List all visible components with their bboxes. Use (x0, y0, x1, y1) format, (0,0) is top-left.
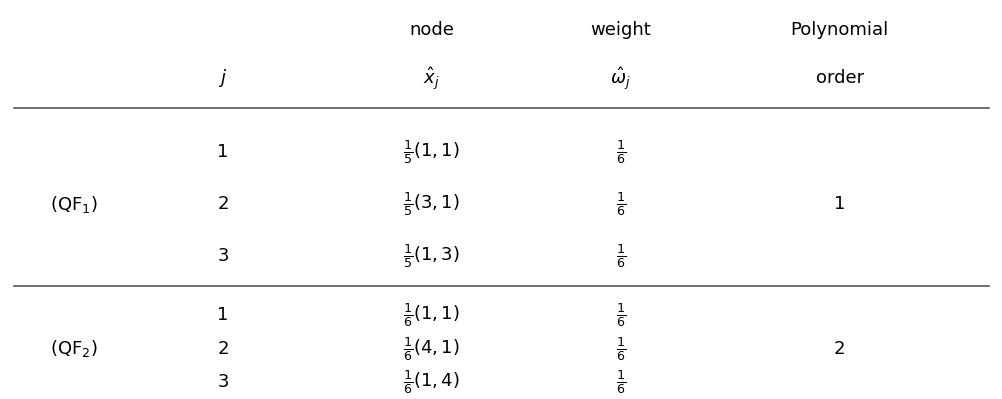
Text: $\frac{1}{6}$: $\frac{1}{6}$ (615, 302, 625, 330)
Text: 1: 1 (834, 195, 845, 213)
Text: weight: weight (590, 21, 650, 39)
Text: $\frac{1}{5}(1,3)$: $\frac{1}{5}(1,3)$ (403, 242, 460, 270)
Text: $(\mathrm{QF}_1)$: $(\mathrm{QF}_1)$ (50, 194, 97, 215)
Text: 3: 3 (217, 247, 228, 265)
Text: $\frac{1}{6}$: $\frac{1}{6}$ (615, 190, 625, 218)
Text: 1: 1 (217, 306, 228, 324)
Text: $\frac{1}{6}$: $\frac{1}{6}$ (615, 335, 625, 363)
Text: $j$: $j$ (218, 67, 227, 89)
Text: 2: 2 (217, 195, 228, 213)
Text: 2: 2 (833, 340, 845, 358)
Text: $\frac{1}{6}$: $\frac{1}{6}$ (615, 242, 625, 270)
Text: $\hat{x}_j$: $\hat{x}_j$ (423, 65, 440, 92)
Text: 2: 2 (217, 340, 228, 358)
Text: $\frac{1}{6}$: $\frac{1}{6}$ (615, 138, 625, 166)
Text: 3: 3 (217, 373, 228, 391)
Text: $\frac{1}{5}(3,1)$: $\frac{1}{5}(3,1)$ (403, 190, 460, 218)
Text: 1: 1 (217, 143, 228, 162)
Text: $\frac{1}{6}(1,4)$: $\frac{1}{6}(1,4)$ (403, 368, 460, 396)
Text: $\frac{1}{5}(1,1)$: $\frac{1}{5}(1,1)$ (403, 138, 460, 166)
Text: $\frac{1}{6}$: $\frac{1}{6}$ (615, 368, 625, 396)
Text: order: order (815, 69, 863, 87)
Text: $(\mathrm{QF}_2)$: $(\mathrm{QF}_2)$ (50, 338, 97, 359)
Text: node: node (409, 21, 454, 39)
Text: Polynomial: Polynomial (790, 21, 888, 39)
Text: $\hat{\omega}_j$: $\hat{\omega}_j$ (610, 65, 630, 92)
Text: $\frac{1}{6}(1,1)$: $\frac{1}{6}(1,1)$ (403, 302, 460, 330)
Text: $\frac{1}{6}(4,1)$: $\frac{1}{6}(4,1)$ (403, 335, 460, 363)
